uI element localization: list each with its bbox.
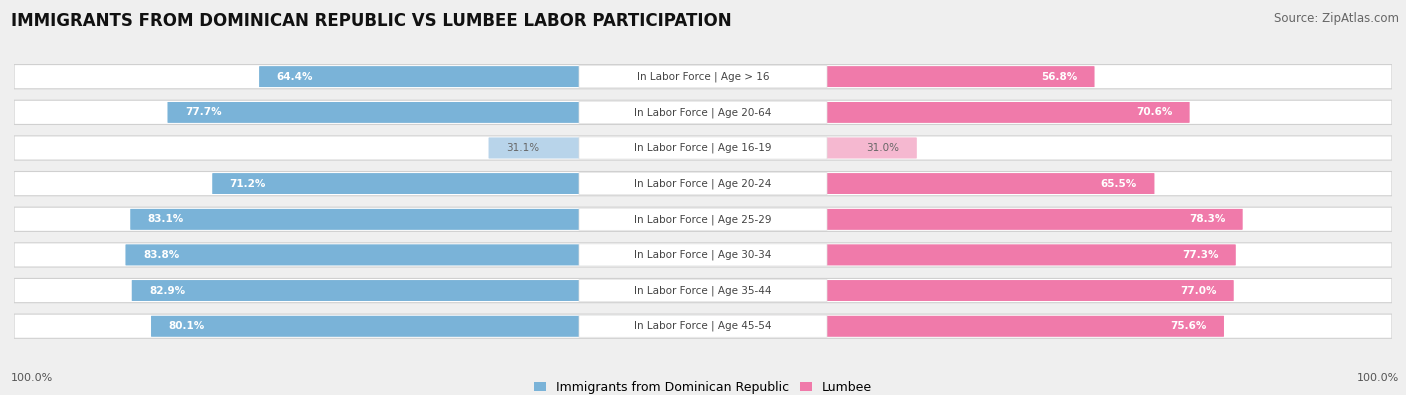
FancyBboxPatch shape — [703, 209, 1243, 229]
Text: 78.3%: 78.3% — [1189, 214, 1225, 224]
Text: 77.7%: 77.7% — [186, 107, 222, 117]
Text: In Labor Force | Age 20-24: In Labor Force | Age 20-24 — [634, 179, 772, 189]
FancyBboxPatch shape — [703, 316, 1223, 337]
Text: 31.0%: 31.0% — [866, 143, 900, 153]
Text: In Labor Force | Age > 16: In Labor Force | Age > 16 — [637, 71, 769, 82]
FancyBboxPatch shape — [167, 102, 579, 123]
FancyBboxPatch shape — [827, 245, 1236, 265]
FancyBboxPatch shape — [827, 173, 1154, 194]
Text: 31.1%: 31.1% — [506, 143, 538, 153]
Text: 75.6%: 75.6% — [1170, 321, 1206, 331]
Text: IMMIGRANTS FROM DOMINICAN REPUBLIC VS LUMBEE LABOR PARTICIPATION: IMMIGRANTS FROM DOMINICAN REPUBLIC VS LU… — [11, 12, 733, 30]
Text: 83.1%: 83.1% — [148, 214, 184, 224]
FancyBboxPatch shape — [212, 173, 703, 194]
FancyBboxPatch shape — [827, 102, 1189, 123]
Text: 77.0%: 77.0% — [1180, 286, 1216, 295]
Text: In Labor Force | Age 20-64: In Labor Force | Age 20-64 — [634, 107, 772, 118]
FancyBboxPatch shape — [579, 244, 827, 266]
Text: 71.2%: 71.2% — [229, 179, 266, 189]
Text: 80.1%: 80.1% — [169, 321, 205, 331]
Text: 56.8%: 56.8% — [1040, 71, 1077, 82]
FancyBboxPatch shape — [703, 245, 1236, 265]
FancyBboxPatch shape — [131, 209, 579, 229]
Text: 83.8%: 83.8% — [143, 250, 179, 260]
FancyBboxPatch shape — [125, 245, 703, 265]
Text: 100.0%: 100.0% — [1357, 373, 1399, 383]
FancyBboxPatch shape — [827, 66, 1094, 87]
FancyBboxPatch shape — [827, 316, 1223, 337]
FancyBboxPatch shape — [703, 137, 917, 158]
FancyBboxPatch shape — [703, 102, 1189, 123]
FancyBboxPatch shape — [14, 278, 1392, 303]
FancyBboxPatch shape — [703, 280, 1233, 301]
Text: In Labor Force | Age 16-19: In Labor Force | Age 16-19 — [634, 143, 772, 153]
Text: 64.4%: 64.4% — [277, 71, 314, 82]
FancyBboxPatch shape — [212, 173, 579, 194]
Text: In Labor Force | Age 30-34: In Labor Force | Age 30-34 — [634, 250, 772, 260]
Text: 82.9%: 82.9% — [149, 286, 186, 295]
FancyBboxPatch shape — [489, 137, 703, 158]
Text: 70.6%: 70.6% — [1136, 107, 1173, 117]
FancyBboxPatch shape — [259, 66, 579, 87]
FancyBboxPatch shape — [131, 209, 703, 229]
FancyBboxPatch shape — [152, 316, 579, 337]
FancyBboxPatch shape — [14, 243, 1392, 267]
FancyBboxPatch shape — [579, 66, 827, 88]
Text: Source: ZipAtlas.com: Source: ZipAtlas.com — [1274, 12, 1399, 25]
FancyBboxPatch shape — [579, 280, 827, 302]
FancyBboxPatch shape — [125, 245, 579, 265]
FancyBboxPatch shape — [579, 137, 827, 159]
FancyBboxPatch shape — [152, 316, 703, 337]
Text: In Labor Force | Age 35-44: In Labor Force | Age 35-44 — [634, 285, 772, 296]
FancyBboxPatch shape — [827, 280, 1233, 301]
FancyBboxPatch shape — [489, 137, 579, 158]
FancyBboxPatch shape — [259, 66, 703, 87]
FancyBboxPatch shape — [579, 101, 827, 123]
FancyBboxPatch shape — [167, 102, 703, 123]
FancyBboxPatch shape — [14, 171, 1392, 196]
FancyBboxPatch shape — [579, 315, 827, 337]
FancyBboxPatch shape — [14, 100, 1392, 124]
FancyBboxPatch shape — [132, 280, 703, 301]
FancyBboxPatch shape — [14, 314, 1392, 339]
FancyBboxPatch shape — [579, 173, 827, 195]
Text: 77.3%: 77.3% — [1182, 250, 1219, 260]
FancyBboxPatch shape — [703, 173, 1154, 194]
FancyBboxPatch shape — [703, 66, 1094, 87]
Text: 65.5%: 65.5% — [1101, 179, 1137, 189]
Text: 100.0%: 100.0% — [11, 373, 53, 383]
FancyBboxPatch shape — [14, 64, 1392, 89]
FancyBboxPatch shape — [14, 207, 1392, 231]
FancyBboxPatch shape — [579, 208, 827, 230]
Text: In Labor Force | Age 45-54: In Labor Force | Age 45-54 — [634, 321, 772, 331]
FancyBboxPatch shape — [14, 136, 1392, 160]
FancyBboxPatch shape — [827, 137, 917, 158]
FancyBboxPatch shape — [827, 209, 1243, 229]
FancyBboxPatch shape — [132, 280, 579, 301]
Legend: Immigrants from Dominican Republic, Lumbee: Immigrants from Dominican Republic, Lumb… — [534, 381, 872, 394]
Text: In Labor Force | Age 25-29: In Labor Force | Age 25-29 — [634, 214, 772, 224]
